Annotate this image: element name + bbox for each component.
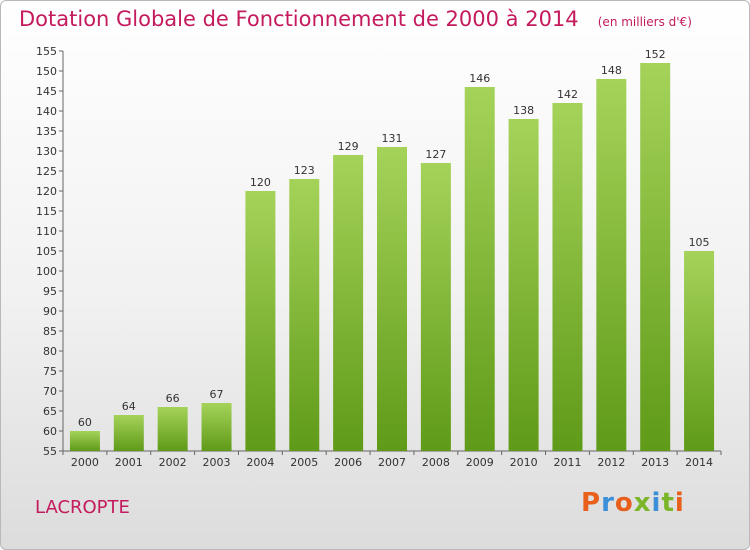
chart-unit: (en milliers d'€)	[597, 15, 692, 29]
logo-letter: x	[633, 488, 652, 518]
x-tick-label: 2013	[641, 456, 669, 469]
bar-2009	[464, 87, 495, 451]
value-label-2011: 142	[557, 88, 578, 101]
bar-2010	[508, 119, 539, 451]
x-tick-label: 2008	[422, 456, 450, 469]
logo-letter: P	[581, 488, 602, 518]
bars	[69, 63, 715, 451]
x-tick-label: 2006	[334, 456, 362, 469]
place-name: LACROPTE	[35, 497, 130, 518]
bar-2007	[377, 147, 407, 451]
y-axis: 55 60 65 70 75 80 85 90 95 100 105 110 115 120 125 130 1…	[36, 45, 64, 458]
bar-2002	[157, 407, 188, 451]
x-tick-label: 2002	[159, 456, 187, 469]
x-tick-label: 2003	[203, 456, 231, 469]
x-tick-label: 2001	[115, 456, 143, 469]
x-tick-label: 2011	[553, 456, 581, 469]
y-tick-label: 80	[43, 345, 57, 358]
y-tick-label: 55	[43, 445, 57, 458]
value-label-2013: 152	[645, 48, 666, 61]
y-tick-label: 115	[36, 205, 57, 218]
value-label-2001: 64	[122, 400, 136, 413]
value-label-2009: 146	[469, 72, 490, 85]
value-labels: 60 64 66 67 120 123 129 131 127 146 138 142 148 152 10…	[78, 48, 710, 429]
chart-title: Dotation Globale de Fonctionnement de 20…	[19, 7, 579, 31]
value-label-2010: 138	[513, 104, 534, 117]
value-label-2003: 67	[210, 388, 224, 401]
y-tick-label: 60	[43, 425, 57, 438]
logo-letter: t	[661, 488, 675, 518]
y-tick-label: 65	[43, 405, 57, 418]
x-tick-label: 2014	[685, 456, 713, 469]
y-tick-label: 135	[36, 125, 57, 138]
y-tick-label: 85	[43, 325, 57, 338]
value-label-2005: 123	[294, 164, 315, 177]
y-tick-label: 145	[36, 85, 57, 98]
value-label-2008: 127	[425, 148, 446, 161]
x-tick-label: 2000	[71, 456, 99, 469]
x-tick-label: 2007	[378, 456, 406, 469]
value-label-2000: 60	[78, 416, 92, 429]
y-tick-label: 90	[43, 305, 57, 318]
bar-2000	[69, 431, 100, 451]
bar-2006	[333, 155, 364, 451]
y-tick-label: 75	[43, 365, 57, 378]
y-tick-label: 150	[36, 65, 57, 78]
y-tick-label: 155	[36, 45, 57, 58]
logo-letter: r	[601, 488, 615, 518]
y-tick-label: 105	[36, 245, 57, 258]
title-row: Dotation Globale de Fonctionnement de 20…	[19, 7, 692, 31]
value-label-2012: 148	[601, 64, 622, 77]
x-tick-label: 2012	[597, 456, 625, 469]
y-tick-label: 130	[36, 145, 57, 158]
y-tick-label: 70	[43, 385, 57, 398]
y-tick-label: 120	[36, 185, 57, 198]
x-axis: 2000 2001 2002 2003 2004 2005 2006 2007 2008 2009…	[62, 450, 722, 469]
y-tick-label: 110	[36, 225, 57, 238]
bar-2012	[596, 79, 627, 451]
x-tick-label: 2010	[510, 456, 538, 469]
x-tick-label: 2009	[466, 456, 494, 469]
bar-2005	[289, 179, 320, 451]
bar-2011	[552, 103, 583, 451]
bar-2004	[245, 191, 276, 451]
x-tick-label: 2005	[290, 456, 318, 469]
logo-letter: i	[651, 488, 662, 518]
x-tick-label: 2004	[246, 456, 274, 469]
y-tick-label: 140	[36, 105, 57, 118]
value-label-2007: 131	[382, 132, 403, 145]
y-tick-label: 95	[43, 285, 57, 298]
logo-letter: o	[614, 488, 634, 518]
value-label-2006: 129	[338, 140, 359, 153]
y-tick-label: 125	[36, 165, 57, 178]
value-label-2014: 105	[689, 236, 710, 249]
bar-2014	[684, 251, 715, 451]
bar-2003	[201, 403, 232, 451]
value-label-2004: 120	[250, 176, 271, 189]
logo-letter: i	[674, 488, 685, 518]
bar-2008	[420, 163, 451, 451]
y-tick-label: 100	[36, 265, 57, 278]
bar-2001	[113, 415, 144, 451]
proxiti-logo: Proxiti	[581, 488, 685, 518]
value-label-2002: 66	[166, 392, 180, 405]
bar-2013	[640, 63, 671, 451]
